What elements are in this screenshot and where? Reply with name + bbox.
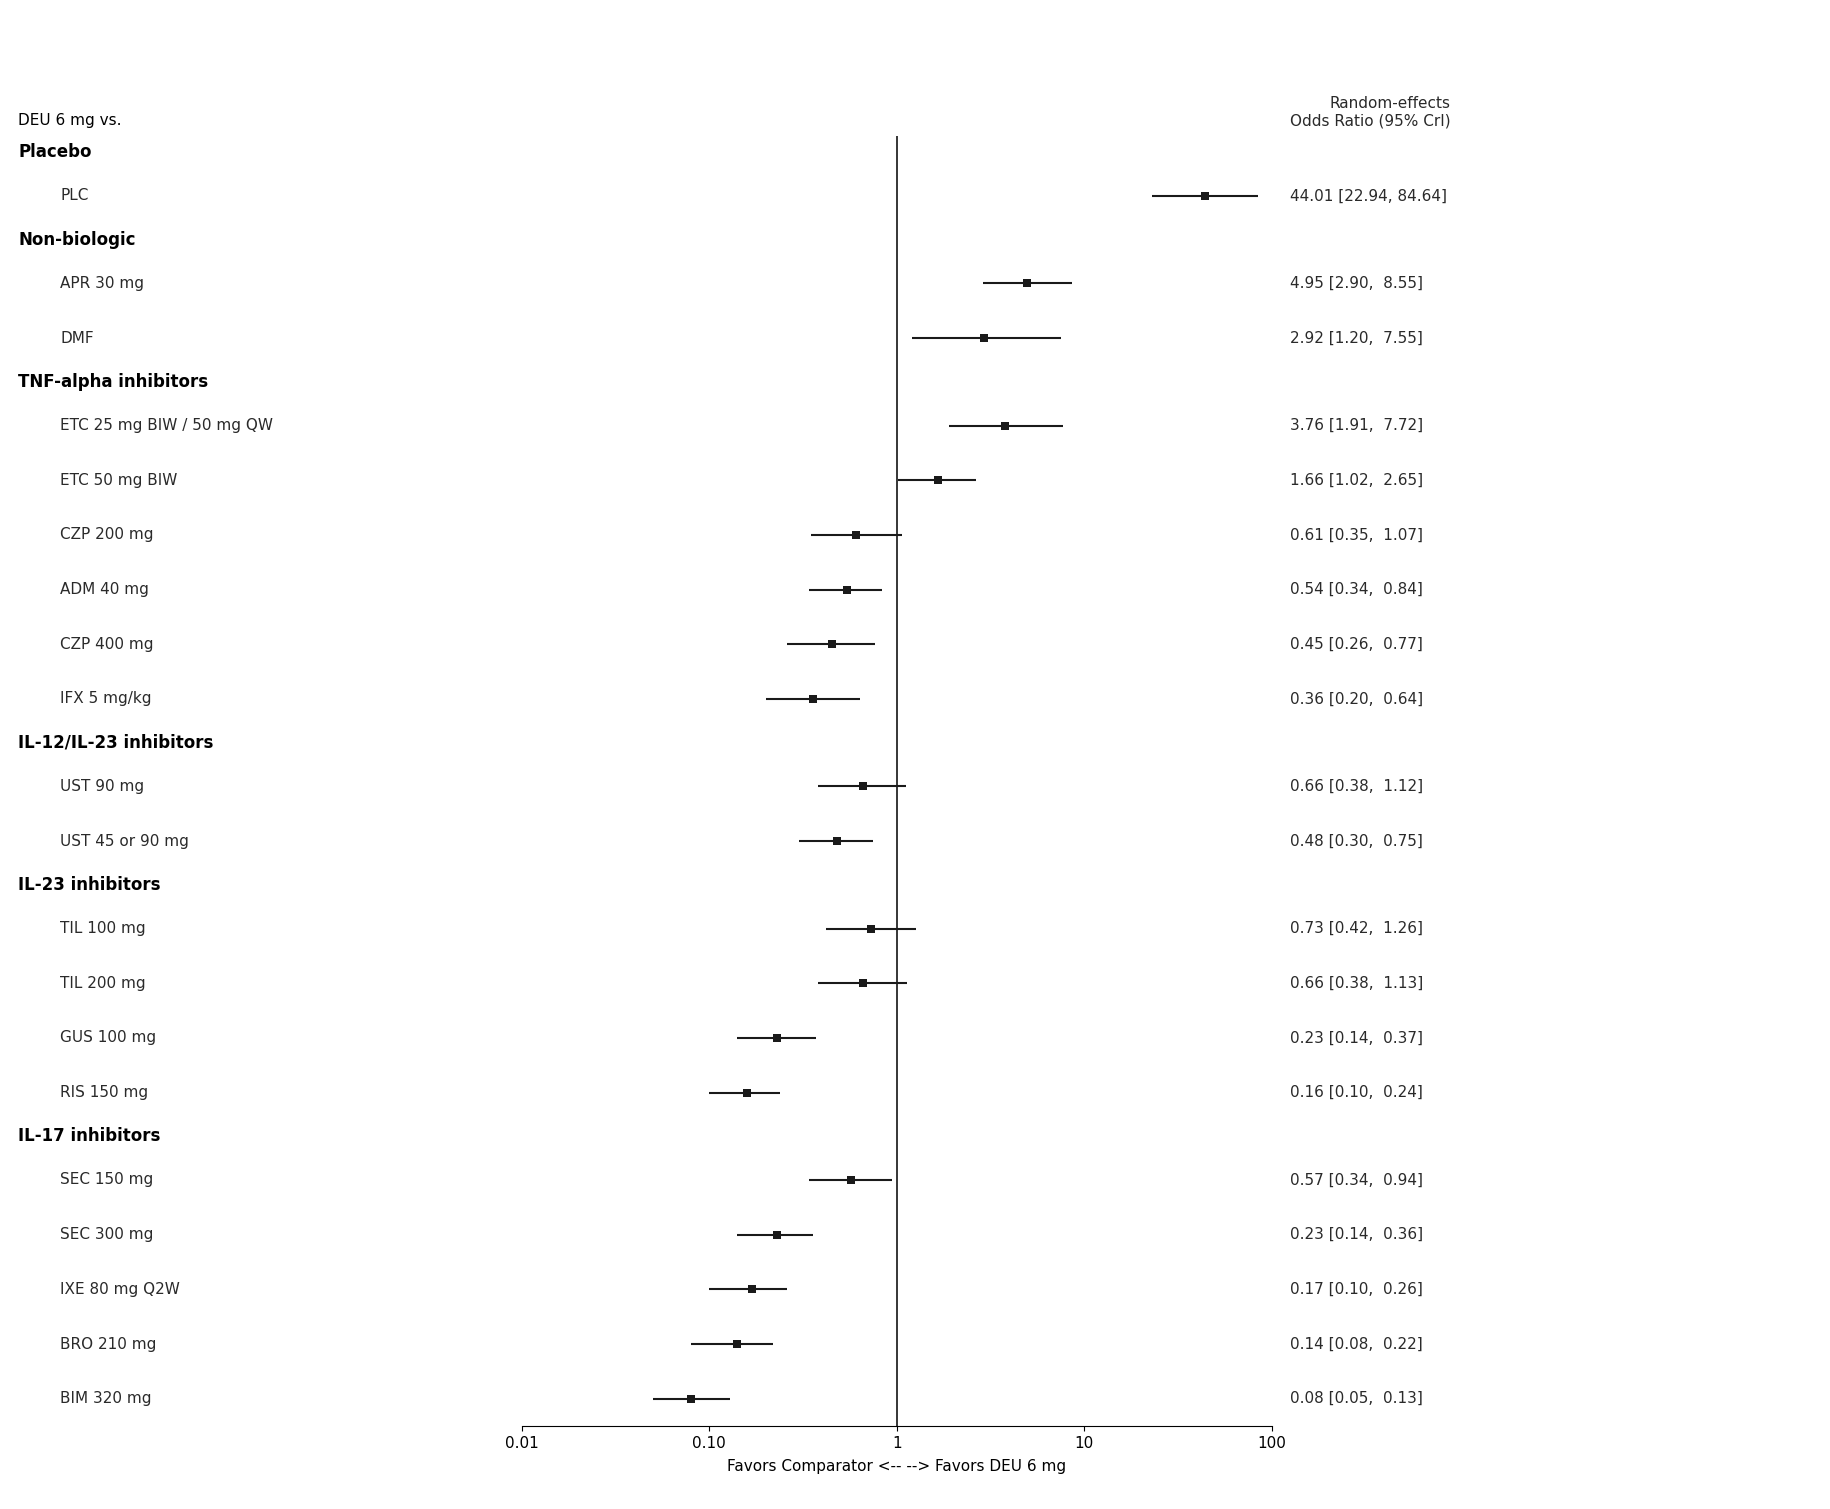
Text: Non-biologic: Non-biologic xyxy=(18,231,135,249)
Text: IL-12/IL-23 inhibitors: IL-12/IL-23 inhibitors xyxy=(18,733,214,751)
Text: CZP 200 mg: CZP 200 mg xyxy=(60,528,154,542)
Text: 0.61 [0.35,  1.07]: 0.61 [0.35, 1.07] xyxy=(1290,528,1424,542)
Text: 0.08 [0.05,  0.13]: 0.08 [0.05, 0.13] xyxy=(1290,1391,1424,1406)
Text: 0.23 [0.14,  0.37]: 0.23 [0.14, 0.37] xyxy=(1290,1031,1424,1046)
Text: Random-effects
Odds Ratio (95% CrI): Random-effects Odds Ratio (95% CrI) xyxy=(1290,97,1451,128)
Text: 0.36 [0.20,  0.64]: 0.36 [0.20, 0.64] xyxy=(1290,691,1424,706)
Text: IXE 80 mg Q2W: IXE 80 mg Q2W xyxy=(60,1281,181,1296)
Text: DEU 6 mg vs.: DEU 6 mg vs. xyxy=(18,113,123,128)
Text: 44.01 [22.94, 84.64]: 44.01 [22.94, 84.64] xyxy=(1290,189,1448,204)
Text: 0.48 [0.30,  0.75]: 0.48 [0.30, 0.75] xyxy=(1290,833,1424,848)
Text: ETC 50 mg BIW: ETC 50 mg BIW xyxy=(60,472,178,487)
Text: 0.54 [0.34,  0.84]: 0.54 [0.34, 0.84] xyxy=(1290,582,1424,598)
Text: SEC 150 mg: SEC 150 mg xyxy=(60,1172,154,1188)
Text: RIS 150 mg: RIS 150 mg xyxy=(60,1085,148,1100)
Text: SEC 300 mg: SEC 300 mg xyxy=(60,1227,154,1242)
Text: 0.17 [0.10,  0.26]: 0.17 [0.10, 0.26] xyxy=(1290,1281,1424,1296)
Text: 0.66 [0.38,  1.13]: 0.66 [0.38, 1.13] xyxy=(1290,976,1424,991)
Text: 0.14 [0.08,  0.22]: 0.14 [0.08, 0.22] xyxy=(1290,1337,1424,1352)
Text: 3.76 [1.91,  7.72]: 3.76 [1.91, 7.72] xyxy=(1290,418,1424,433)
Text: DMF: DMF xyxy=(60,330,93,346)
Text: CZP 400 mg: CZP 400 mg xyxy=(60,637,154,652)
Text: APR 30 mg: APR 30 mg xyxy=(60,276,145,291)
Text: IFX 5 mg/kg: IFX 5 mg/kg xyxy=(60,691,152,706)
Text: 0.73 [0.42,  1.26]: 0.73 [0.42, 1.26] xyxy=(1290,920,1424,936)
Text: BRO 210 mg: BRO 210 mg xyxy=(60,1337,157,1352)
Text: IL-17 inhibitors: IL-17 inhibitors xyxy=(18,1127,161,1145)
Text: IL-23 inhibitors: IL-23 inhibitors xyxy=(18,875,161,893)
Text: 0.57 [0.34,  0.94]: 0.57 [0.34, 0.94] xyxy=(1290,1172,1424,1188)
Text: 2.92 [1.20,  7.55]: 2.92 [1.20, 7.55] xyxy=(1290,330,1424,346)
Text: PLC: PLC xyxy=(60,189,90,204)
Text: TNF-alpha inhibitors: TNF-alpha inhibitors xyxy=(18,373,209,391)
Text: 0.16 [0.10,  0.24]: 0.16 [0.10, 0.24] xyxy=(1290,1085,1424,1100)
Text: TIL 100 mg: TIL 100 mg xyxy=(60,920,146,936)
Text: UST 90 mg: UST 90 mg xyxy=(60,779,145,794)
X-axis label: Favors Comparator <-- --> Favors DEU 6 mg: Favors Comparator <-- --> Favors DEU 6 m… xyxy=(727,1459,1067,1474)
Text: 0.66 [0.38,  1.12]: 0.66 [0.38, 1.12] xyxy=(1290,779,1424,794)
Text: ETC 25 mg BIW / 50 mg QW: ETC 25 mg BIW / 50 mg QW xyxy=(60,418,273,433)
Text: 0.45 [0.26,  0.77]: 0.45 [0.26, 0.77] xyxy=(1290,637,1424,652)
Text: BIM 320 mg: BIM 320 mg xyxy=(60,1391,152,1406)
Text: GUS 100 mg: GUS 100 mg xyxy=(60,1031,157,1046)
Text: 4.95 [2.90,  8.55]: 4.95 [2.90, 8.55] xyxy=(1290,276,1424,291)
Text: 1.66 [1.02,  2.65]: 1.66 [1.02, 2.65] xyxy=(1290,472,1424,487)
Text: 0.23 [0.14,  0.36]: 0.23 [0.14, 0.36] xyxy=(1290,1227,1424,1242)
Text: UST 45 or 90 mg: UST 45 or 90 mg xyxy=(60,833,188,848)
Text: ADM 40 mg: ADM 40 mg xyxy=(60,582,150,598)
Text: TIL 200 mg: TIL 200 mg xyxy=(60,976,146,991)
Text: Placebo: Placebo xyxy=(18,143,92,161)
